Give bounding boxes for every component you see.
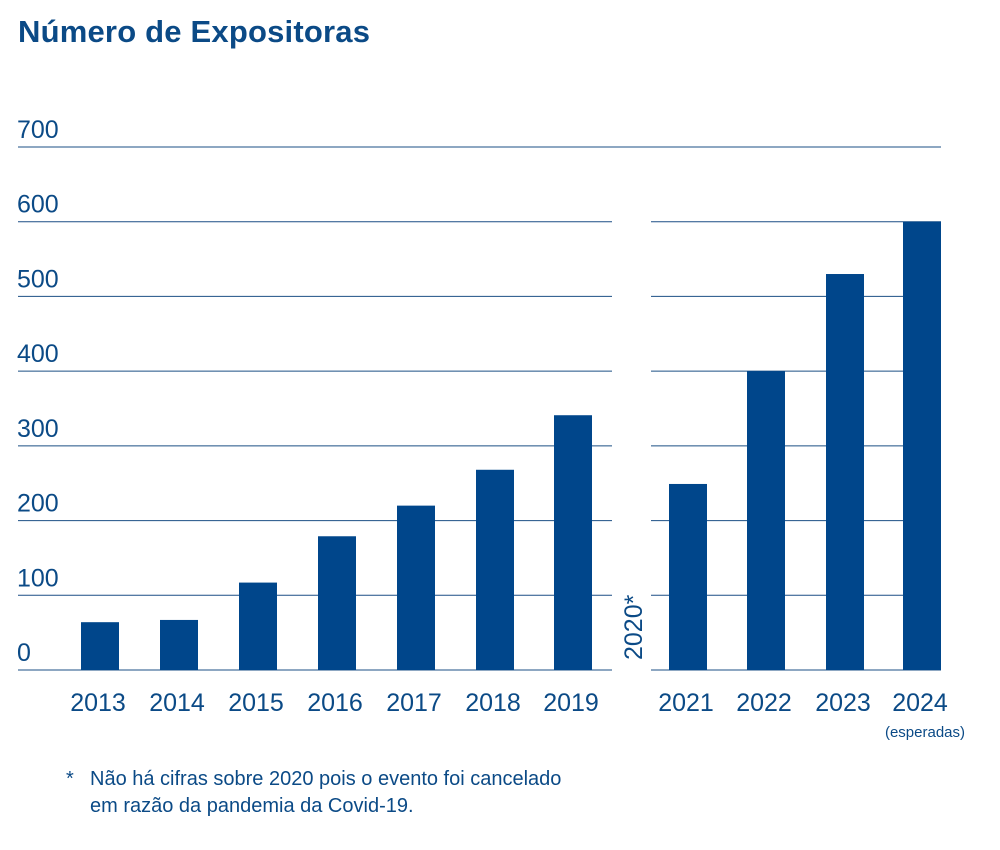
y-tick-label: 300 [17,415,59,443]
gap-year-label: 2020* [620,594,648,660]
x-tick-label: 2019 [543,689,599,717]
x-tick-label: 2022 [736,689,792,717]
gridlines [18,146,941,671]
bar-2019 [554,415,592,670]
x-tick-note: (esperadas) [885,724,965,741]
x-axis-labels: 2013 2014 2015 2016 2017 2018 2019 2021 2022 2023… [70,689,965,741]
x-tick-label: 2013 [70,689,126,717]
x-tick-label: 2016 [307,689,363,717]
bar-2021 [669,483,707,670]
x-tick-label: 2024 [892,689,948,717]
footnote-marker: * [66,768,74,790]
bars [81,221,941,670]
x-tick-label: 2018 [465,689,521,717]
y-axis-ticks: 0 100 200 300 400 500 600 700 [17,116,59,667]
x-tick-label: 2015 [228,689,284,717]
gap-annotation: 2020* [620,594,648,660]
y-tick-label: 400 [17,340,59,368]
y-tick-label: 0 [17,639,31,667]
footnote-line-1: Não há cifras sobre 2020 pois o evento f… [90,768,562,790]
y-tick-label: 200 [17,490,59,518]
y-tick-label: 100 [17,564,59,592]
x-tick-label: 2023 [815,689,871,717]
chart-title: Número de Expositoras [18,14,371,49]
footnote-line-2: em razão da pandemia da Covid-19. [90,795,414,817]
y-tick-label: 700 [17,116,59,144]
bar-2016 [318,536,356,670]
x-tick-label: 2014 [149,689,205,717]
bar-2022 [747,371,785,670]
footnote-text: Não há cifras sobre 2020 pois o evento f… [90,766,710,820]
bar-2018 [476,469,514,670]
y-tick-label: 600 [17,191,59,219]
bar-2024 [903,221,941,670]
bar-2013 [81,622,119,670]
x-tick-label: 2017 [386,689,442,717]
bar-2017 [397,505,435,670]
bar-2015 [239,582,277,670]
x-tick-label: 2021 [658,689,714,717]
bar-2014 [160,619,198,670]
bar-2023 [826,274,864,670]
y-tick-label: 500 [17,265,59,293]
